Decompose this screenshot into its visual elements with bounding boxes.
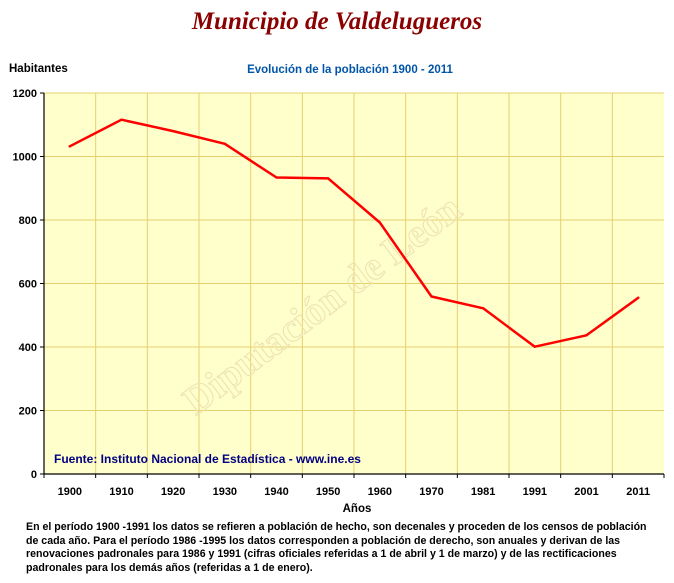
y-tick-label: 1200 (13, 88, 37, 100)
x-tick-label: 1930 (213, 486, 237, 498)
x-tick-label: 1960 (368, 486, 392, 498)
y-tick-label: 800 (19, 215, 37, 227)
x-tick-label: 1950 (316, 486, 340, 498)
data-point (275, 176, 278, 179)
x-tick-label: 2001 (574, 486, 598, 498)
source-note: Fuente: Instituto Nacional de Estadístic… (54, 452, 361, 466)
x-tick-label: 1991 (523, 486, 547, 498)
data-point (68, 145, 72, 148)
y-tick-label: 200 (19, 406, 37, 418)
x-tick-label: 2011 (626, 486, 650, 498)
x-tick-label: 1981 (471, 486, 495, 498)
data-point (533, 345, 537, 348)
methodology-footnote: En el período 1900 -1991 los datos se re… (26, 521, 647, 574)
data-point (378, 221, 382, 224)
y-tick-label: 400 (19, 342, 37, 354)
x-tick-label: 1910 (109, 486, 133, 498)
y-tick-label: 600 (19, 279, 37, 291)
x-axis-label: Años (343, 503, 372, 515)
x-tick-label: 1920 (161, 486, 185, 498)
y-axis-label: Habitantes (9, 63, 68, 75)
data-point (223, 142, 227, 145)
population-series-line (68, 118, 640, 348)
data-point (120, 118, 123, 121)
x-tick-label: 1900 (58, 486, 82, 498)
y-tick-label: 0 (31, 469, 37, 481)
page-title: Municipio de Valdelugueros (191, 8, 483, 35)
data-point (430, 295, 433, 298)
data-point (636, 296, 640, 299)
data-point (481, 307, 485, 310)
chart-title: Evolución de la población 1900 - 2011 (247, 64, 453, 76)
data-point (326, 177, 330, 180)
y-tick-label: 1000 (13, 152, 37, 164)
x-tick-label: 1970 (419, 486, 443, 498)
data-point (171, 129, 175, 133)
x-tick-label: 1940 (264, 486, 288, 498)
data-point (585, 334, 588, 337)
